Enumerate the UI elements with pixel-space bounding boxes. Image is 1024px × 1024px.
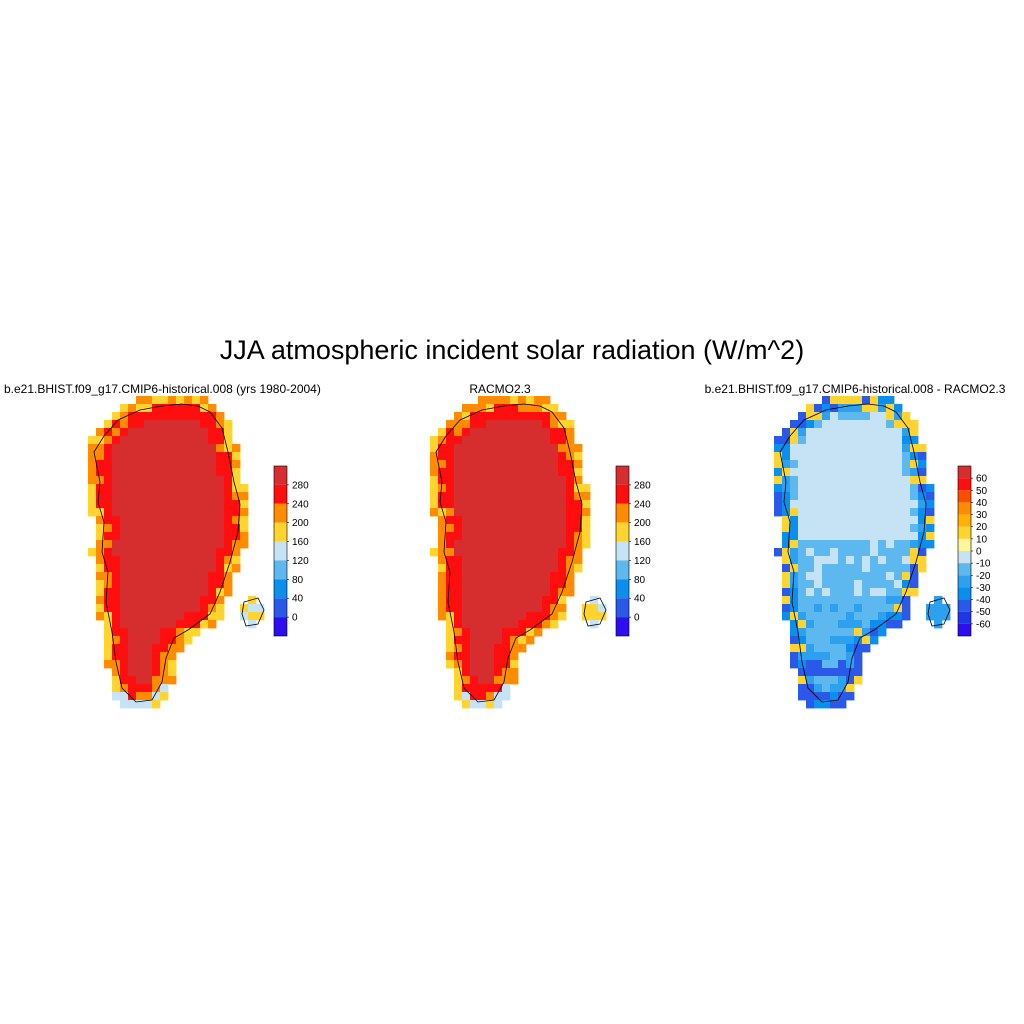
colorbar-tick-label: -50 (976, 607, 991, 618)
colorbar-swatch (958, 526, 971, 539)
colorbar-racmo: 280 240 200 160 120 80 40 0 (615, 465, 651, 637)
colorbar-tick-label: 40 (292, 594, 304, 605)
colorbar-tick-label: -40 (976, 595, 991, 606)
colorbar-tick-label: 240 (292, 499, 309, 510)
map-difference (774, 396, 951, 709)
panel-title-difference: b.e21.BHIST.f09_g17.CMIP6-historical.008… (704, 382, 1006, 396)
colorbar-tick-label: -60 (976, 619, 991, 630)
colorbar-swatch (958, 514, 971, 527)
colorbar-tick-label: 200 (634, 518, 651, 529)
colorbar-tick-label: 160 (292, 537, 309, 548)
colorbar-swatch (274, 484, 287, 504)
colorbar-tick-label: -20 (976, 571, 991, 582)
colorbar-swatch (274, 541, 287, 561)
colorbar-tick-label: 40 (634, 594, 646, 605)
colorbar-swatch (274, 598, 287, 618)
colorbar-tick-label: 30 (976, 510, 988, 521)
colorbar-swatch (958, 575, 971, 588)
figure-title: JJA atmospheric incident solar radiation… (219, 335, 805, 365)
island-coastline (241, 597, 265, 627)
colorbar-swatch (958, 599, 971, 612)
colorbar-swatch (616, 560, 629, 580)
island-coastline (583, 597, 607, 627)
colorbar-tick-label: 160 (634, 537, 651, 548)
colorbar-swatch (616, 503, 629, 523)
colorbar-tick-label: 240 (634, 499, 651, 510)
colorbar-tick-label: 200 (292, 518, 309, 529)
colorbar-tick-label: 0 (634, 613, 640, 624)
colorbar-tick-label: 80 (634, 575, 646, 586)
coastline (93, 403, 241, 703)
colorbar-swatch (616, 484, 629, 504)
colorbar-tick-label: 0 (292, 613, 298, 624)
island-coastline (927, 597, 951, 627)
colorbar-tick-label: 80 (292, 575, 304, 586)
colorbar-model: 280 240 200 160 120 80 40 0 (273, 465, 309, 637)
colorbar-swatch (274, 560, 287, 580)
panel-title-model: b.e21.BHIST.f09_g17.CMIP6-historical.008… (4, 382, 321, 396)
colorbar-swatch (616, 541, 629, 561)
colorbar-tick-label: 40 (976, 498, 988, 509)
colorbar-tick-label: 280 (634, 480, 651, 491)
colorbar-tick-label: 10 (976, 534, 988, 545)
colorbar-swatch (274, 522, 287, 542)
colorbar-swatch (274, 579, 287, 599)
colorbar-swatch (958, 587, 971, 600)
colorbar-swatch (274, 466, 287, 485)
colorbar-swatch (958, 623, 971, 636)
colorbar-swatch (958, 551, 971, 564)
colorbar-swatch (616, 598, 629, 618)
colorbar-swatch (958, 478, 971, 491)
colorbar-tick-label: 20 (976, 522, 988, 533)
coastline (435, 403, 583, 703)
colorbar-tick-label: -10 (976, 559, 991, 570)
colorbar-swatch (274, 503, 287, 523)
panel-title-racmo: RACMO2.3 (469, 382, 531, 396)
colorbar-tick-label: 60 (976, 474, 988, 485)
coastline (779, 403, 927, 703)
colorbar-tick-label: 280 (292, 480, 309, 491)
colorbar-swatch (274, 617, 287, 636)
colorbar-swatch (958, 611, 971, 624)
colorbar-tick-label: 0 (976, 547, 982, 558)
colorbar-swatch (616, 522, 629, 542)
colorbar-swatch (958, 538, 971, 551)
colorbar-tick-label: 120 (634, 556, 651, 567)
map-racmo (430, 396, 607, 709)
map-model (88, 396, 265, 709)
colorbar-swatch (958, 563, 971, 576)
colorbar-tick-label: 50 (976, 486, 988, 497)
colorbar-tick-label: 120 (292, 556, 309, 567)
colorbar-swatch (616, 617, 629, 636)
colorbar-swatch (958, 502, 971, 515)
colorbar-tick-label: -30 (976, 583, 991, 594)
colorbar-swatch (958, 490, 971, 503)
colorbar-swatch (616, 579, 629, 599)
colorbar-swatch (958, 466, 971, 479)
colorbar-swatch (616, 466, 629, 485)
